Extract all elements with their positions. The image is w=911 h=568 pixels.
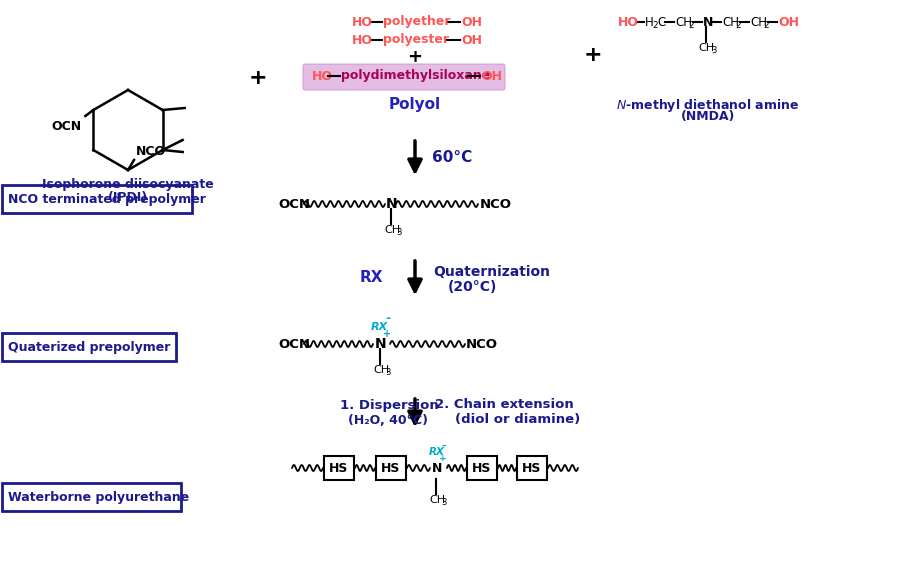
- FancyBboxPatch shape: [467, 456, 497, 480]
- Text: 2: 2: [652, 20, 658, 30]
- Text: CH: CH: [750, 15, 767, 28]
- Text: HO: HO: [618, 15, 639, 28]
- Text: N: N: [375, 337, 386, 351]
- Text: CH: CH: [698, 43, 714, 53]
- Text: (diol or diamine): (diol or diamine): [455, 414, 580, 427]
- Text: NCO terminated prepolymer: NCO terminated prepolymer: [8, 193, 206, 206]
- Text: polydimethylsiloxane: polydimethylsiloxane: [341, 69, 490, 82]
- Text: (H₂O, 40°C): (H₂O, 40°C): [348, 414, 428, 427]
- Text: H: H: [645, 15, 654, 28]
- Text: OH: OH: [461, 34, 482, 47]
- Text: Waterborne polyurethane: Waterborne polyurethane: [8, 491, 189, 503]
- Text: Quaterized prepolymer: Quaterized prepolymer: [8, 340, 170, 353]
- Text: Quaternization: Quaternization: [433, 265, 550, 279]
- FancyBboxPatch shape: [517, 456, 547, 480]
- Text: 2: 2: [763, 20, 769, 30]
- Text: N: N: [386, 197, 397, 211]
- Text: (IPDI): (IPDI): [107, 191, 148, 204]
- Text: 60°C: 60°C: [432, 151, 472, 165]
- Text: CH: CH: [675, 15, 692, 28]
- Text: RX: RX: [371, 322, 388, 332]
- Text: RX: RX: [360, 270, 384, 286]
- Text: 1. Dispersion: 1. Dispersion: [340, 399, 439, 411]
- FancyBboxPatch shape: [2, 185, 192, 213]
- Text: CH: CH: [384, 225, 400, 235]
- FancyBboxPatch shape: [2, 483, 181, 511]
- Text: +: +: [439, 454, 446, 463]
- Text: NCO: NCO: [136, 145, 166, 158]
- Text: Isophorone diisocyanate: Isophorone diisocyanate: [42, 178, 214, 191]
- Text: NCO: NCO: [466, 337, 498, 350]
- FancyBboxPatch shape: [303, 64, 505, 90]
- Text: HS: HS: [329, 461, 349, 474]
- Text: 3: 3: [396, 228, 402, 237]
- Text: polyether: polyether: [383, 15, 451, 28]
- Text: 2: 2: [735, 20, 741, 30]
- Text: HS: HS: [472, 461, 492, 474]
- Text: N: N: [703, 15, 713, 28]
- Text: RX: RX: [429, 447, 445, 457]
- Text: +: +: [383, 329, 391, 339]
- Text: 3: 3: [711, 46, 716, 55]
- Text: +: +: [584, 45, 602, 65]
- Text: -: -: [385, 312, 390, 325]
- Text: $\mathit{N}$-methyl diethanol amine: $\mathit{N}$-methyl diethanol amine: [617, 97, 800, 114]
- Text: HS: HS: [522, 461, 542, 474]
- Text: HS: HS: [382, 461, 401, 474]
- Text: N: N: [432, 461, 443, 474]
- Text: +: +: [249, 68, 267, 88]
- Text: OCN: OCN: [278, 337, 310, 350]
- Text: polyester: polyester: [383, 34, 449, 47]
- Text: OH: OH: [461, 15, 482, 28]
- Text: C: C: [657, 15, 665, 28]
- Text: CH: CH: [429, 495, 445, 505]
- Text: 3: 3: [385, 368, 391, 377]
- Text: +: +: [407, 48, 423, 66]
- Text: Polyol: Polyol: [389, 97, 441, 112]
- Text: OH: OH: [778, 15, 799, 28]
- FancyBboxPatch shape: [324, 456, 354, 480]
- FancyBboxPatch shape: [2, 333, 176, 361]
- Text: (20°C): (20°C): [448, 280, 497, 294]
- Text: CH: CH: [722, 15, 739, 28]
- Text: 3: 3: [441, 498, 446, 507]
- Text: 2. Chain extension: 2. Chain extension: [435, 399, 574, 411]
- Text: OCN: OCN: [278, 198, 310, 211]
- Text: HO: HO: [352, 15, 373, 28]
- Text: HO: HO: [352, 34, 373, 47]
- FancyBboxPatch shape: [376, 456, 406, 480]
- Text: CH: CH: [373, 365, 389, 375]
- Text: 2: 2: [688, 20, 693, 30]
- Text: (NMDA): (NMDA): [681, 110, 735, 123]
- Text: OH: OH: [481, 69, 502, 82]
- Text: OCN: OCN: [51, 119, 81, 132]
- Text: HO: HO: [312, 69, 333, 82]
- Text: -: -: [441, 441, 445, 451]
- Text: NCO: NCO: [480, 198, 512, 211]
